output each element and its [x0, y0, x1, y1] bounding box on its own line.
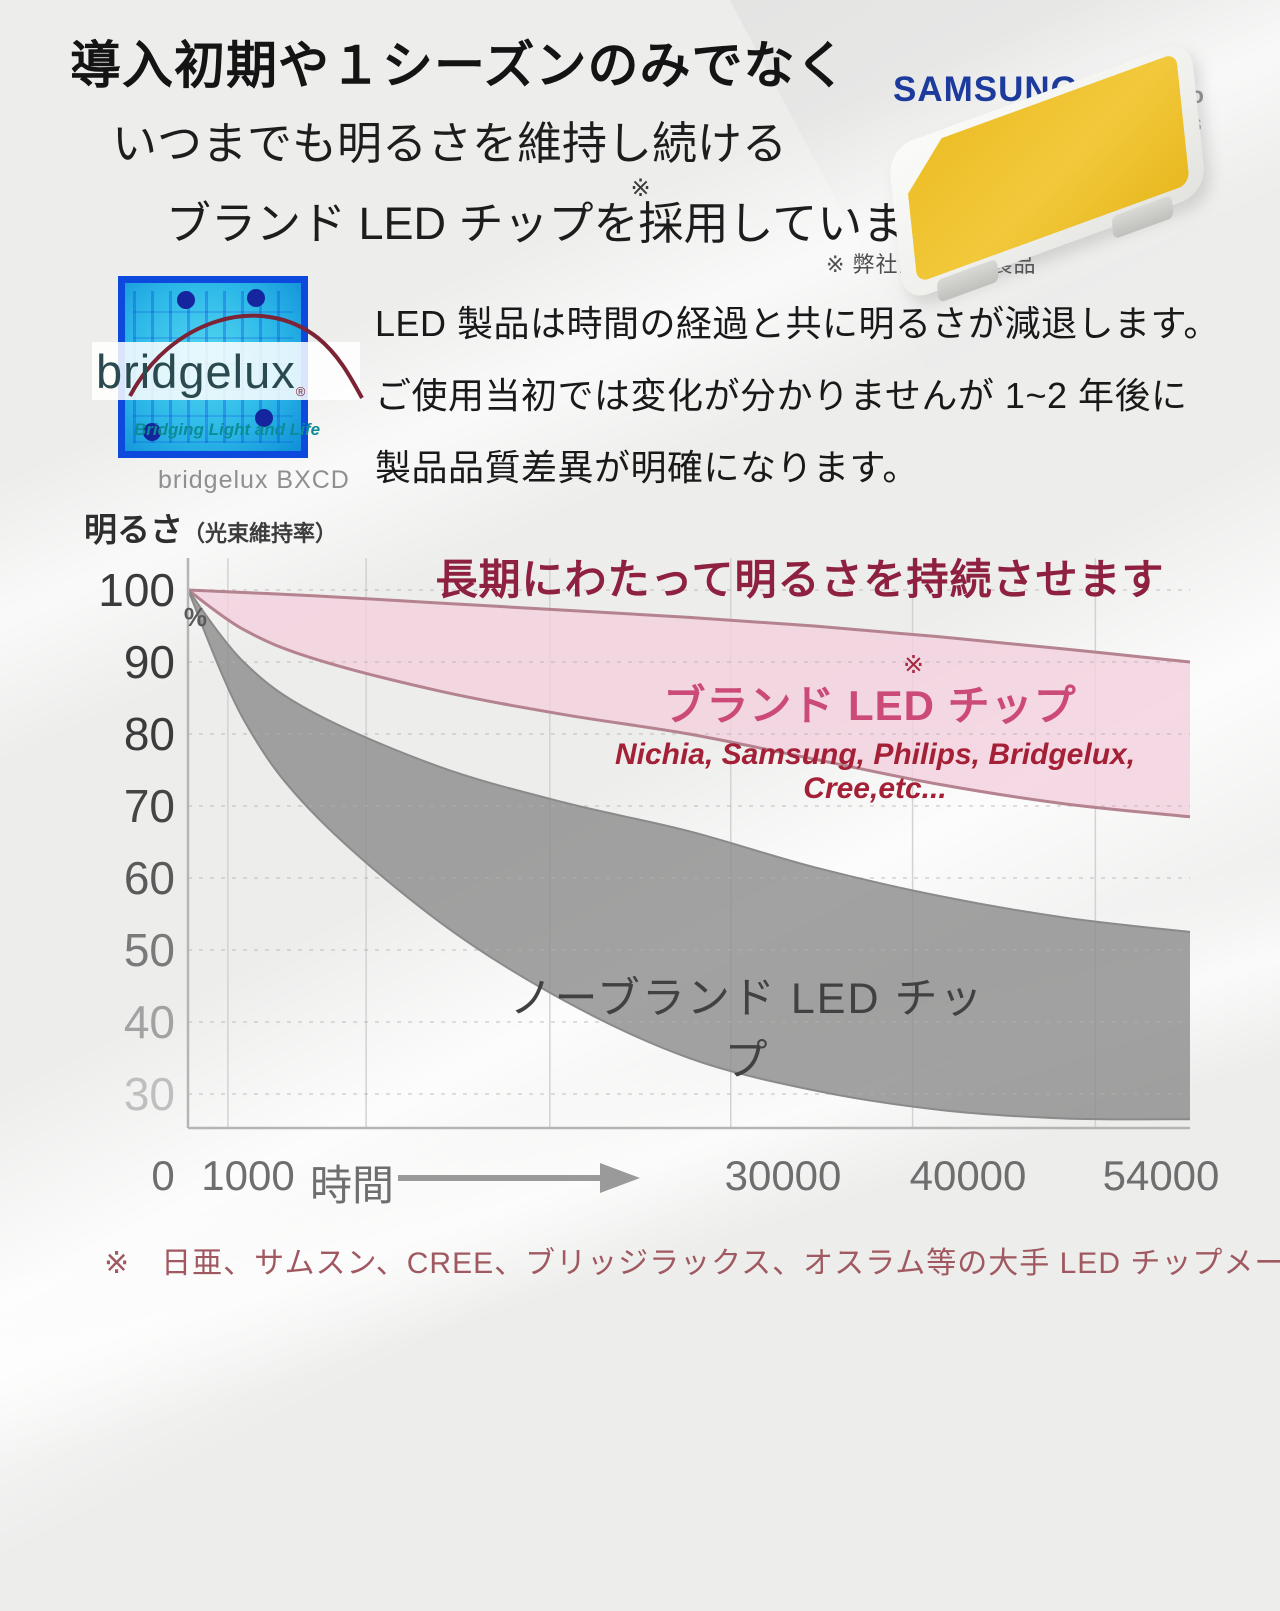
reference-mark: ※	[630, 175, 651, 202]
chart-title: 長期にわたって明るさを持続させます	[435, 556, 1165, 603]
y-tick-label: 80	[123, 708, 175, 760]
bridgelux-die-dot	[177, 291, 195, 309]
brand-band-label: ブランド LED チップ	[663, 682, 1077, 729]
bridgelux-die-dot	[143, 423, 161, 441]
bridgelux-tagline: Bridging Light and Life	[134, 420, 321, 439]
x-tick-label: 54000	[1102, 1152, 1220, 1199]
brand-reference-mark: ※	[903, 651, 924, 679]
footnote: ※ 日亜、サムスン、CREE、ブリッジラックス、オスラム等の大手 LED チップ…	[104, 1247, 1280, 1280]
y-tick-label: 50	[123, 924, 175, 976]
x-tick-label: 30000	[724, 1152, 842, 1199]
y-tick-label: 70	[123, 780, 175, 832]
x-tick-label: 時間	[309, 1162, 395, 1209]
bridgelux-die-dot	[255, 409, 273, 427]
x-tick-label: 40000	[909, 1152, 1027, 1199]
background-swoosh	[0, 833, 1280, 1487]
headline: 導入初期や１シーズンのみでなく	[70, 37, 848, 94]
subheadline: いつまでも明るさを維持し続ける	[112, 118, 788, 169]
y-tick-label: 90	[123, 636, 175, 688]
intro-line-2: ご使用当初では変化が分かりませんが 1~2 年後に	[375, 375, 1188, 416]
x-tick-label: 1000	[201, 1152, 295, 1199]
y-tick-label: 40	[123, 996, 175, 1048]
subheadline-2-prefix: ブランド LED チップを	[166, 198, 639, 249]
brand-makers-list: Nichia, Samsung, Philips, Bridgelux, Cre…	[614, 738, 1136, 805]
y-tick-label: 30	[123, 1068, 175, 1120]
bridgelux-die-dot	[247, 289, 265, 307]
y-tick-label: 100%	[98, 564, 207, 632]
nobrand-band-label: ノーブランド LED チップ	[509, 975, 985, 1085]
subheadline-2: ブランド LED チップを ※ 採用しています。	[166, 175, 993, 252]
intro-paragraph: LED 製品は時間の経過と共に明るさが減退します。 ご使用当初では変化が分かりま…	[375, 288, 1220, 504]
intro-line-1: LED 製品は時間の経過と共に明るさが減退します。	[375, 303, 1220, 344]
y-axis-title: 明るさ （光束維持率）	[84, 511, 338, 548]
bridgelux-logo-text: bridgelux®	[96, 345, 307, 399]
x-tick-label: 0	[151, 1152, 175, 1199]
intro-line-3: 製品品質差異が明確になります。	[375, 447, 919, 488]
time-arrow-head	[600, 1163, 640, 1193]
percent-mark: %	[183, 602, 207, 632]
registered-mark: ®	[295, 384, 307, 399]
y-tick-label: 60	[123, 852, 175, 904]
bridgelux-caption: bridgelux BXCD	[158, 466, 350, 494]
